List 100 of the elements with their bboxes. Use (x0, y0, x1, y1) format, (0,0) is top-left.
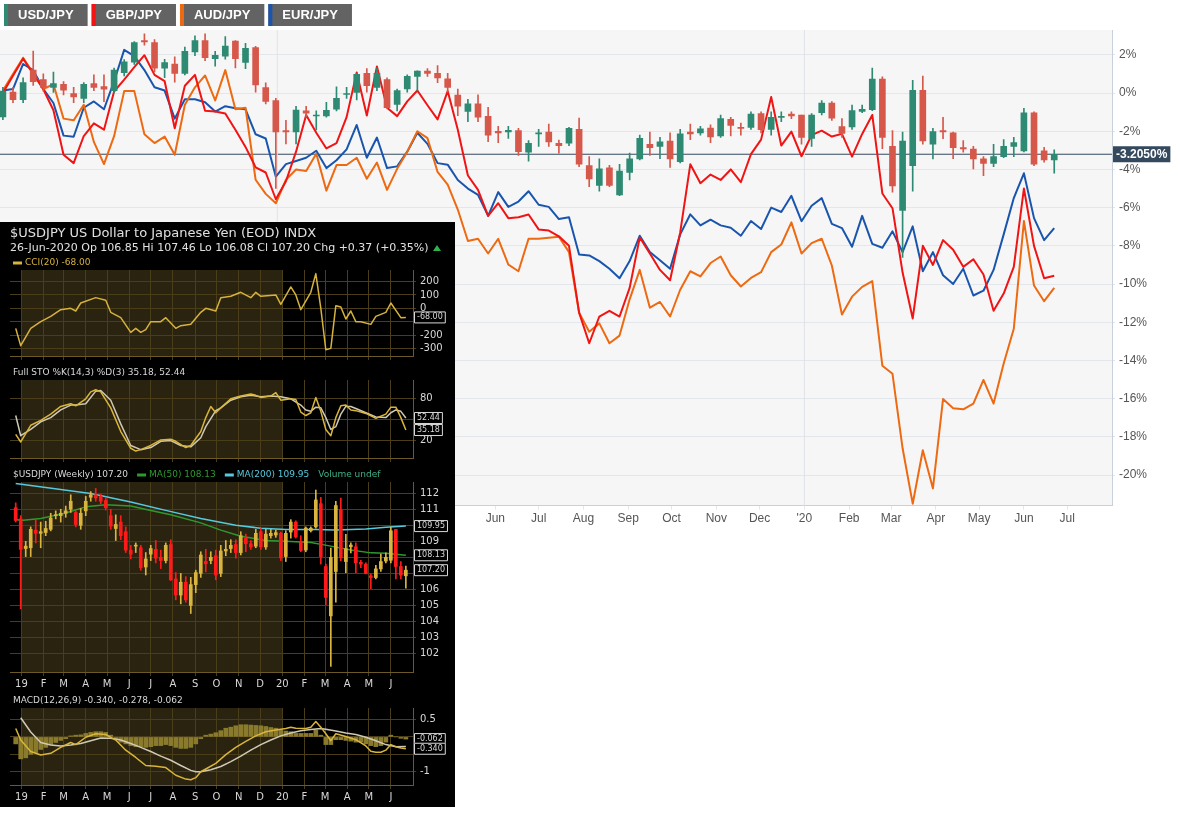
y-tick-label: 0 (420, 301, 427, 313)
x-tick-label: D (256, 677, 265, 689)
x-tick-label: '20 (796, 511, 813, 526)
x-tick-label: M (320, 790, 330, 802)
y-tick-label: -6% (1119, 199, 1141, 214)
x-tick-label: A (169, 790, 177, 802)
y-tick-label: 100 (420, 288, 440, 300)
x-tick-label: J (388, 790, 393, 802)
x-tick-label: M (364, 677, 374, 689)
y-tick-label: 105 (420, 599, 440, 611)
x-tick-label: Aug (572, 511, 595, 526)
x-tick-label: A (343, 677, 351, 689)
x-tick-label: O (212, 677, 221, 689)
x-tick-label: Jul (531, 511, 547, 526)
x-tick-label: N (234, 677, 243, 689)
y-tick-label: -20% (1119, 467, 1148, 482)
x-tick-label: Jun (1014, 511, 1034, 526)
x-tick-label: 20 (275, 790, 289, 802)
x-tick-label: 19 (15, 677, 28, 689)
y-tick-label: -4% (1119, 161, 1141, 176)
x-tick-label: Jun (485, 511, 506, 526)
x-tick-label: M (320, 677, 330, 689)
annotation: 108.13 (417, 550, 445, 560)
y-tick-label: 109 (420, 534, 440, 546)
x-tick-label: Oct (662, 511, 682, 526)
x-tick-label: D (256, 790, 265, 802)
x-tick-label: F (40, 677, 47, 689)
x-tick-label: S (191, 790, 199, 802)
legend-label: GBP/JPY (105, 7, 163, 23)
annotation: 109.95 (417, 521, 445, 531)
y-tick-label: -2% (1119, 123, 1141, 138)
x-tick-label: J (126, 677, 131, 689)
x-tick-label: A (82, 790, 90, 802)
y-tick-label: 80 (420, 392, 433, 404)
x-tick-label: J (126, 790, 131, 802)
x-tick-label: F (40, 790, 47, 802)
x-tick-label: M (59, 677, 68, 689)
x-tick-label: N (234, 790, 243, 802)
y-tick-label: -12% (1119, 314, 1148, 329)
bar (323, 737, 329, 745)
candlestick (777, 111, 785, 123)
legend-label: AUD/JPY (193, 7, 251, 23)
chart-title: $USDJPY US Dollar to Japanese Yen (EOD) INDX (10, 225, 318, 240)
x-tick-label: 19 (15, 790, 28, 802)
x-tick-label: M (364, 790, 374, 802)
x-tick-label: J (148, 790, 153, 802)
y-tick-label: 102 (420, 647, 440, 659)
annotation: Volume undef (318, 468, 382, 479)
x-tick-label: Dec (748, 511, 771, 526)
y-tick-label: 103 (420, 631, 440, 643)
x-tick-label: S (191, 677, 199, 689)
x-tick-label: Feb (838, 511, 860, 526)
annotation: 35.18 (417, 425, 440, 435)
x-tick-label: J (388, 677, 393, 689)
annotation: -0.340 (417, 743, 443, 753)
annotation: -0.062 (417, 734, 443, 744)
legend-label: CCI(20) -68.00 (25, 256, 91, 267)
chart-subtitle: 26-Jun-2020 Op 106.85 Hi 107.46 Lo 106.08 Cl 107.20 Chg +0.37 (+0.35%) (10, 240, 429, 255)
chart-title: Full STO %K(14,3) %D(3) 35.18, 52.44 (13, 366, 186, 377)
y-tick-label: 112 (420, 486, 440, 498)
x-tick-label: O (212, 790, 221, 802)
y-tick-label: -300 (420, 341, 443, 353)
x-tick-label: M (102, 790, 112, 802)
y-tick-label: 106 (420, 583, 440, 595)
y-tick-label: 2% (1119, 47, 1137, 62)
legend-label: USD/JPY (18, 7, 74, 23)
chart-title: MACD(12,26,9) -0.340, -0.278, -0.062 (13, 694, 183, 705)
x-tick-label: F (301, 677, 308, 689)
y-tick-label: 0% (1119, 85, 1137, 100)
legend-label: MA(200) 109.95 (236, 468, 310, 479)
legend-label: MA(50) 108.13 (149, 468, 216, 479)
x-tick-label: M (102, 677, 112, 689)
x-tick-label: May (967, 511, 991, 526)
y-tick-label: 104 (420, 615, 440, 627)
chart-title: $USDJPY (Weekly) 107.20 (13, 468, 129, 479)
annotation: 107.20 (417, 565, 445, 575)
x-tick-label: Apr (926, 511, 946, 526)
x-tick-label: A (343, 790, 351, 802)
x-tick-label: Nov (705, 511, 727, 526)
x-tick-label: Mar (880, 511, 902, 526)
ref-line-label: -3.2050% (1116, 146, 1168, 161)
y-tick-label: -10% (1119, 276, 1148, 291)
x-tick-label: J (148, 677, 153, 689)
x-tick-label: A (169, 677, 177, 689)
x-tick-label: Sep (617, 511, 640, 526)
y-tick-label: 200 (420, 275, 440, 287)
x-tick-label: F (301, 790, 308, 802)
annotation: 52.44 (417, 413, 440, 423)
legend-label: EUR/JPY (282, 7, 339, 23)
y-tick-label: 111 (420, 502, 440, 514)
x-tick-label: A (82, 677, 90, 689)
y-tick-label: -14% (1119, 352, 1148, 367)
annotation: -68.00 (417, 312, 443, 322)
y-tick-label: -200 (420, 328, 443, 340)
x-tick-label: 20 (275, 677, 289, 689)
x-tick-label: Jul (1059, 511, 1075, 526)
y-tick-label: -8% (1119, 238, 1141, 253)
y-tick-label: -18% (1119, 429, 1148, 444)
y-tick-label: 0.5 (420, 713, 436, 725)
y-tick-label: -16% (1119, 390, 1148, 405)
